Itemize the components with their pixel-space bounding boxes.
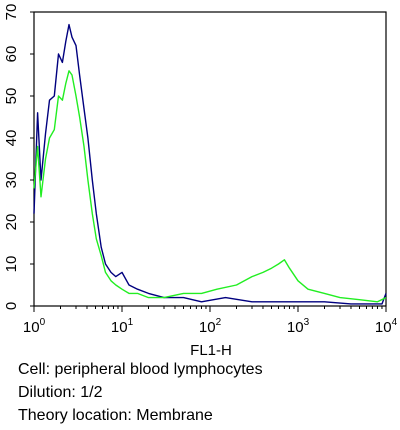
x-tick-label: 101 (111, 317, 134, 336)
y-tick-label: 30 (3, 172, 20, 189)
histogram-series-2 (33, 70, 387, 303)
cell-caption: Cell: peripheral blood lymphocytes (18, 361, 263, 378)
y-tick-label: 10 (3, 256, 20, 273)
dilution-caption: Dilution: 1/2 (18, 384, 103, 401)
x-tick-label: 104 (375, 317, 398, 336)
y-tick-label: 20 (3, 214, 20, 231)
y-tick-label: 40 (3, 130, 20, 147)
x-tick-label: 100 (23, 317, 46, 336)
y-tick-label: 70 (3, 4, 20, 21)
y-tick-label: 60 (3, 46, 20, 63)
flow-cytometry-histogram: 0 10 20 30 40 50 60 70 100 101 102 103 104 FL1-H (3, 4, 398, 359)
y-tick-label: 50 (3, 88, 20, 105)
plot-frame (33, 11, 387, 307)
x-axis-label: FL1-H (190, 342, 232, 359)
y-tick-label: 0 (3, 302, 20, 310)
location-caption: Theory location: Membrane (18, 407, 213, 424)
x-tick-label: 102 (199, 317, 222, 336)
x-tick-label: 103 (287, 317, 310, 336)
histogram-series-1 (33, 23, 387, 305)
